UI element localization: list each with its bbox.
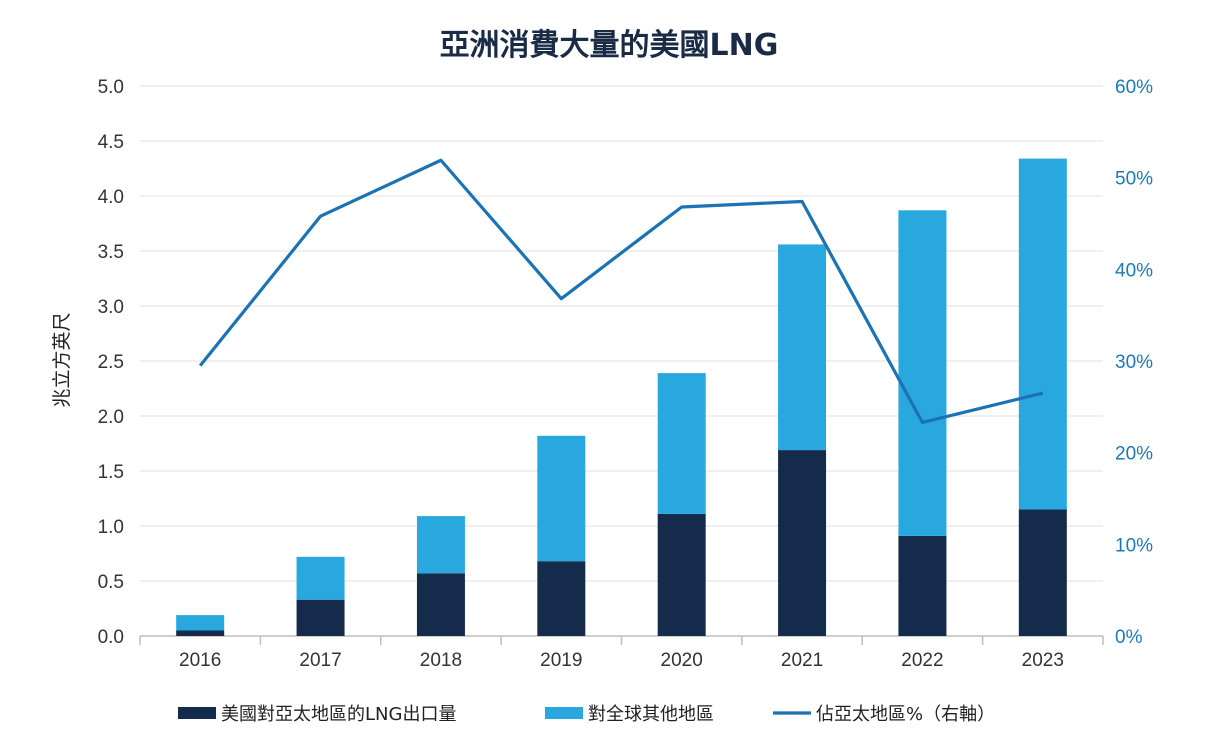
axis-ticks: 0.0 0.5 1.0 1.5 2.0 2.5 3.0 3.5 4.0 4.5 5.0 0% 10% 20… xyxy=(98,77,1154,671)
bar-rest-of-world xyxy=(898,210,947,536)
y2-tick-label: 60% xyxy=(1115,77,1153,98)
legend: 美國對亞太地區的LNG出口量 對全球其他地區 佔亞太地區%（右軸） xyxy=(178,704,995,725)
y-tick-label: 5.0 xyxy=(98,77,124,98)
x-tick-label: 2019 xyxy=(540,650,582,671)
bar-rest-of-world xyxy=(778,244,827,451)
y2-tick-label: 10% xyxy=(1115,535,1153,556)
bar-rest-of-world xyxy=(176,615,225,631)
y2-tick-label: 30% xyxy=(1115,352,1153,373)
y-tick-label: 3.0 xyxy=(98,297,124,318)
y-tick-label: 4.5 xyxy=(98,132,124,153)
chart-title: 亞洲消費大量的美國LNG xyxy=(440,28,779,63)
bar-us-to-asia xyxy=(537,561,586,636)
x-tick-label: 2016 xyxy=(179,650,221,671)
share-line xyxy=(198,158,1044,425)
legend-swatch-us-to-asia xyxy=(178,707,216,719)
bar-us-to-asia xyxy=(657,513,706,636)
x-tick-label: 2017 xyxy=(299,650,341,671)
bar-rest-of-world xyxy=(296,556,345,600)
legend-label-rest-of-world: 對全球其他地區 xyxy=(588,704,714,725)
y-tick-label: 2.5 xyxy=(98,352,124,373)
y-tick-label: 3.5 xyxy=(98,242,124,263)
bar-rest-of-world xyxy=(537,435,586,562)
y-axis-label: 兆立方英尺 xyxy=(51,312,73,407)
bars xyxy=(176,158,1067,636)
gridlines xyxy=(139,85,1104,645)
bar-rest-of-world xyxy=(416,516,465,574)
y2-tick-label: 40% xyxy=(1115,260,1153,281)
y-tick-label: 4.0 xyxy=(98,187,124,208)
share-line-group xyxy=(198,158,1044,425)
x-tick-label: 2018 xyxy=(420,650,462,671)
x-tick-label: 2020 xyxy=(661,650,703,671)
legend-label-us-to-asia: 美國對亞太地區的LNG出口量 xyxy=(221,704,456,725)
bar-us-to-asia xyxy=(898,535,947,636)
x-tick-label: 2022 xyxy=(901,650,943,671)
bar-us-to-asia xyxy=(176,630,225,636)
x-tick-label: 2023 xyxy=(1022,650,1064,671)
bar-rest-of-world xyxy=(1018,158,1067,510)
y2-tick-label: 0% xyxy=(1115,627,1143,648)
bar-rest-of-world xyxy=(657,373,706,514)
y-tick-label: 0.0 xyxy=(98,627,124,648)
y-tick-label: 2.0 xyxy=(98,407,124,428)
y2-tick-label: 50% xyxy=(1115,169,1153,190)
y-tick-label: 0.5 xyxy=(98,572,124,593)
legend-swatch-rest-of-world xyxy=(545,707,583,719)
legend-label-share-line: 佔亞太地區%（右軸） xyxy=(816,704,995,725)
y-tick-label: 1.0 xyxy=(98,517,124,538)
bar-us-to-asia xyxy=(778,450,827,636)
y-tick-label: 1.5 xyxy=(98,462,124,483)
bar-us-to-asia xyxy=(296,599,345,636)
bar-us-to-asia xyxy=(416,573,465,636)
bar-us-to-asia xyxy=(1018,509,1067,636)
y2-tick-label: 20% xyxy=(1115,444,1153,465)
x-tick-label: 2021 xyxy=(781,650,823,671)
